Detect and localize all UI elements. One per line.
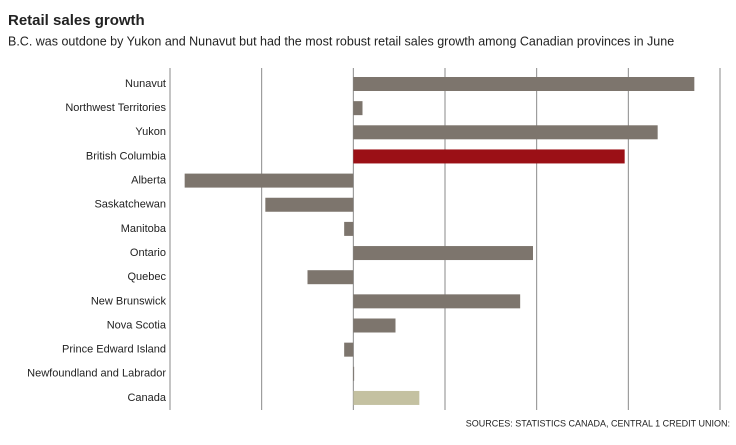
bar bbox=[353, 318, 396, 333]
y-tick-label: New Brunswick bbox=[91, 295, 167, 307]
y-tick-label: Yukon bbox=[135, 126, 166, 138]
bar bbox=[265, 197, 354, 212]
bar bbox=[353, 246, 533, 261]
bar bbox=[353, 101, 363, 116]
y-tick-label: Prince Edward Island bbox=[62, 344, 166, 356]
y-tick-label: Saskatchewan bbox=[94, 199, 166, 211]
y-tick-label: Alberta bbox=[131, 175, 167, 187]
bar bbox=[353, 77, 695, 91]
chart-title: Retail sales growth bbox=[8, 12, 145, 29]
bar bbox=[307, 270, 354, 285]
y-tick-label: Newfoundland and Labrador bbox=[27, 368, 166, 380]
bar bbox=[353, 149, 625, 164]
bar bbox=[353, 294, 521, 309]
chart-subtitle: B.C. was outdone by Yukon and Nunavut bu… bbox=[8, 34, 674, 48]
y-tick-label: British Columbia bbox=[86, 150, 167, 162]
bar bbox=[353, 390, 420, 405]
y-tick-label: Nunavut bbox=[125, 78, 166, 90]
bar bbox=[353, 125, 658, 140]
y-tick-label: Quebec bbox=[127, 271, 166, 283]
bar bbox=[184, 173, 354, 188]
bar bbox=[344, 342, 354, 357]
bar bbox=[353, 366, 355, 381]
y-tick-label: Nova Scotia bbox=[107, 319, 167, 331]
source-note: SOURCES: STATISTICS CANADA, CENTRAL 1 CR… bbox=[466, 418, 730, 428]
y-tick-label: Northwest Territories bbox=[65, 102, 166, 114]
y-tick-label: Canada bbox=[127, 392, 166, 404]
y-tick-label: Ontario bbox=[130, 247, 166, 259]
y-tick-label: Manitoba bbox=[121, 223, 167, 235]
bar bbox=[344, 221, 354, 236]
